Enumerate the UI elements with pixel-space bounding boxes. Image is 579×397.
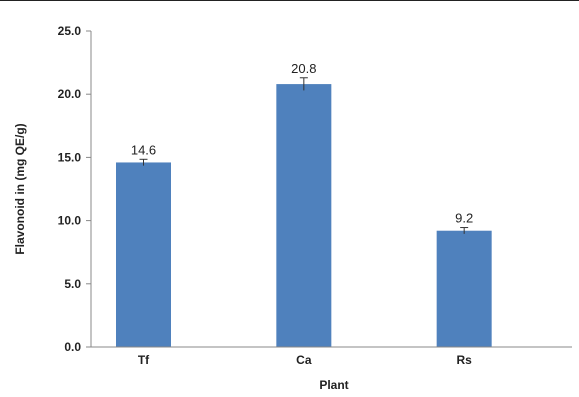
x-axis-title: Plant (319, 378, 348, 392)
y-tick-label: 10.0 (58, 214, 82, 228)
data-label-ca: 20.8 (291, 61, 316, 76)
x-axis-categories: Tf Ca Rs (138, 353, 472, 367)
x-tick-label-rs: Rs (456, 353, 472, 367)
y-tick-label: 15.0 (58, 150, 82, 164)
y-axis-title: Flavonoid in (mg QE/g) (13, 123, 27, 254)
x-tick-label-tf: Tf (138, 353, 150, 367)
y-tick-label: 0.0 (64, 340, 81, 354)
bar-ca (276, 84, 332, 347)
y-tick-label: 5.0 (64, 277, 81, 291)
error-bars (139, 77, 469, 234)
bar-rs (436, 230, 492, 347)
y-axis-ticks: 0.0 5.0 10.0 15.0 20.0 25.0 (58, 24, 91, 354)
bar-tf (116, 162, 171, 347)
x-tick-label-ca: Ca (296, 353, 312, 367)
data-label-tf: 14.6 (131, 142, 156, 157)
data-labels: 14.6 20.8 9.2 (131, 61, 473, 226)
bars (116, 84, 492, 347)
y-tick-label: 20.0 (58, 87, 82, 101)
y-tick-label: 25.0 (58, 24, 82, 38)
data-label-rs: 9.2 (455, 211, 473, 226)
